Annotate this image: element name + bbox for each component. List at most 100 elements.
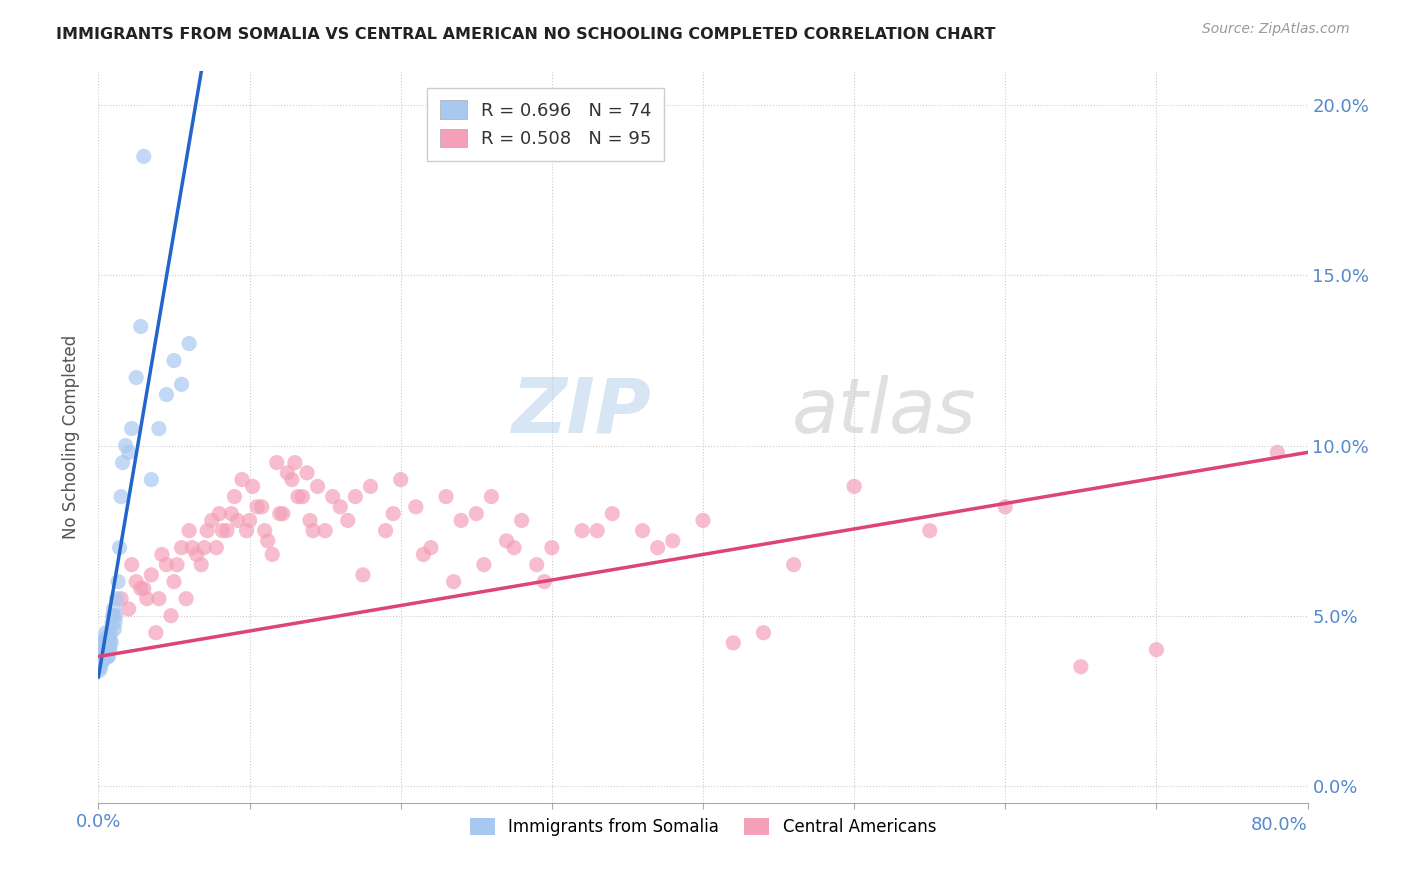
Point [269,507,291,521]
Point [118,445,141,459]
Point [155,387,177,401]
Point [918,524,941,538]
Point [96,640,118,654]
Point [195,524,218,538]
Point [284,456,307,470]
Point [994,500,1017,514]
Point [163,574,186,589]
Point [110,490,132,504]
Point [98,636,121,650]
Point [105,591,128,606]
Point [179,336,201,351]
Point [208,507,231,521]
Point [287,490,309,504]
Point [94,636,117,650]
Point [135,591,157,606]
Point [472,558,495,572]
Point [224,490,246,504]
Point [93,646,115,660]
Point [90,649,112,664]
Point [93,642,115,657]
Point [540,541,562,555]
Point [465,507,488,521]
Point [405,500,427,514]
Point [141,567,163,582]
Point [94,642,117,657]
Point [250,500,273,514]
Point [114,439,136,453]
Point [155,558,177,572]
Point [89,657,111,671]
Point [692,513,714,527]
Point [91,646,114,660]
Point [181,541,204,555]
Point [100,636,122,650]
Point [148,421,170,435]
Point [533,574,555,589]
Point [510,513,533,527]
Point [97,649,120,664]
Point [107,574,129,589]
Point [89,659,111,673]
Point [118,602,141,616]
Point [132,149,155,163]
Point [111,456,134,470]
Point [94,649,117,664]
Point [235,524,257,538]
Point [256,533,278,548]
Point [103,608,125,623]
Point [97,642,120,657]
Point [352,567,374,582]
Point [121,421,143,435]
Point [170,377,193,392]
Point [307,479,329,493]
Point [97,640,120,654]
Point [1146,642,1168,657]
Point [211,524,233,538]
Point [93,646,115,660]
Point [586,524,609,538]
Point [97,649,120,664]
Point [98,629,121,643]
Point [783,558,806,572]
Point [291,490,314,504]
Point [602,507,624,521]
Point [108,541,131,555]
Point [132,582,155,596]
Point [242,479,264,493]
Point [129,582,152,596]
Point [221,507,243,521]
Text: ZIP: ZIP [512,375,652,449]
Point [631,524,654,538]
Point [90,642,112,657]
Point [434,490,457,504]
Point [389,473,412,487]
Point [239,513,262,527]
Point [148,591,170,606]
Point [174,591,197,606]
Point [90,646,112,660]
Point [150,548,173,562]
Text: IMMIGRANTS FROM SOMALIA VS CENTRAL AMERICAN NO SCHOOLING COMPLETED CORRELATION C: IMMIGRANTS FROM SOMALIA VS CENTRAL AMERI… [56,27,995,42]
Point [101,608,124,623]
Point [262,548,284,562]
Point [266,456,288,470]
Point [215,524,238,538]
Point [89,663,111,677]
Point [503,541,526,555]
Point [723,636,745,650]
Point [246,500,269,514]
Point [104,608,127,623]
Point [125,370,148,384]
Point [90,657,112,671]
Point [481,490,503,504]
Point [443,574,465,589]
Point [94,649,117,664]
Point [201,513,224,527]
Point [205,541,228,555]
Point [103,602,125,616]
Point [302,524,325,538]
Point [160,608,183,623]
Point [186,548,208,562]
Point [253,524,276,538]
